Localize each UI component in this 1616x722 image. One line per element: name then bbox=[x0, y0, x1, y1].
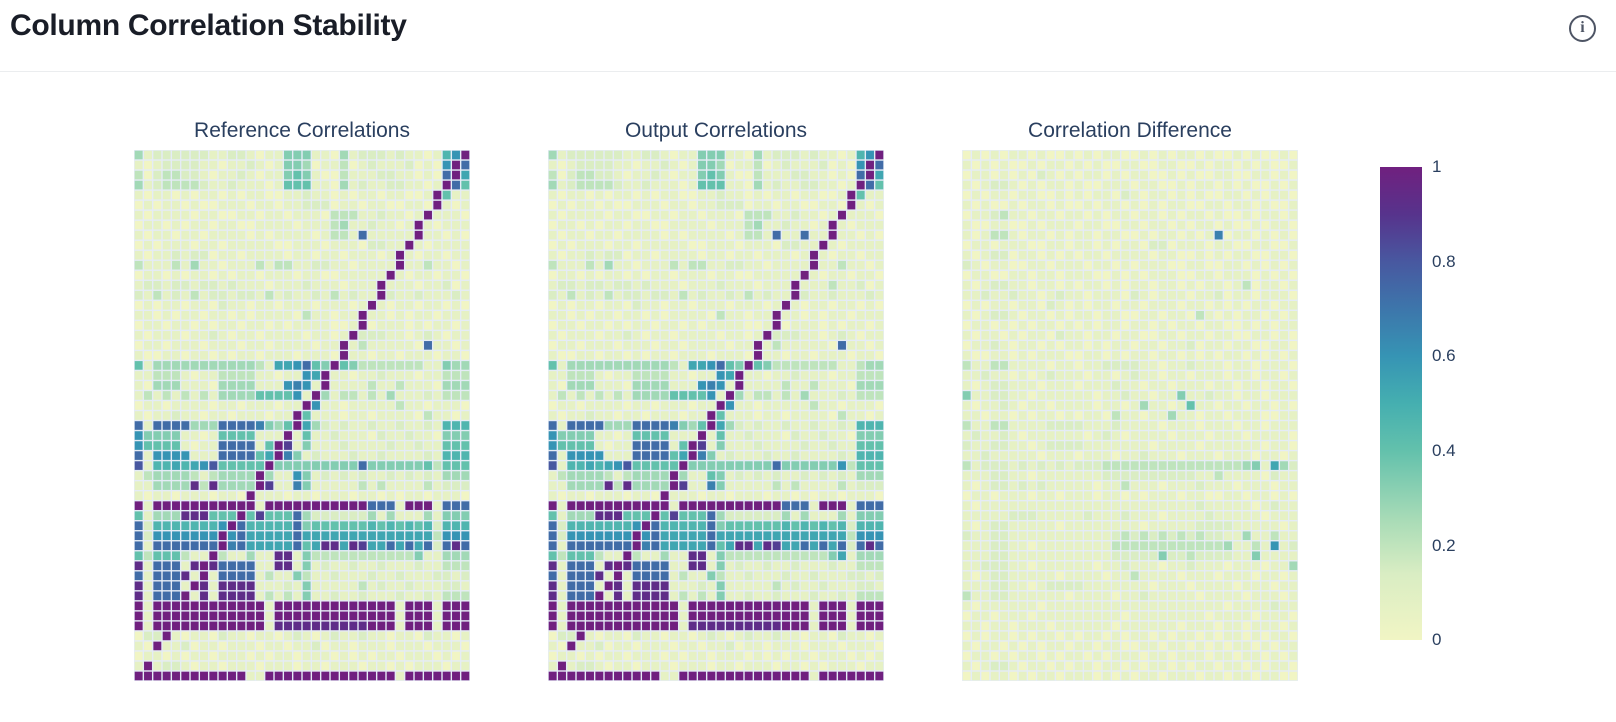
reference-heatmap-title: Reference Correlations bbox=[194, 119, 410, 142]
colorbar-tick-0.8: 0.8 bbox=[1432, 252, 1456, 271]
info-icon-glyph: i bbox=[1580, 18, 1585, 36]
colorbar-tick-0: 0 bbox=[1432, 630, 1442, 649]
correlation-difference-heatmap[interactable] bbox=[962, 150, 1298, 681]
colorbar-tick-1: 1 bbox=[1432, 157, 1442, 176]
colorbar-tick-0.2: 0.2 bbox=[1432, 536, 1456, 555]
colorbar-tick-0.4: 0.4 bbox=[1432, 441, 1456, 460]
reference-correlations-heatmap[interactable] bbox=[134, 150, 470, 681]
difference-heatmap-title: Correlation Difference bbox=[1028, 119, 1232, 142]
info-icon[interactable]: i bbox=[1569, 15, 1596, 42]
card-header: Column Correlation Stability i bbox=[0, 0, 1616, 72]
page-title: Column Correlation Stability bbox=[10, 9, 407, 42]
output-heatmap-title: Output Correlations bbox=[624, 119, 808, 142]
colorbar bbox=[1380, 167, 1422, 640]
output-correlations-heatmap[interactable] bbox=[548, 150, 884, 681]
colorbar-tick-0.6: 0.6 bbox=[1432, 346, 1456, 365]
